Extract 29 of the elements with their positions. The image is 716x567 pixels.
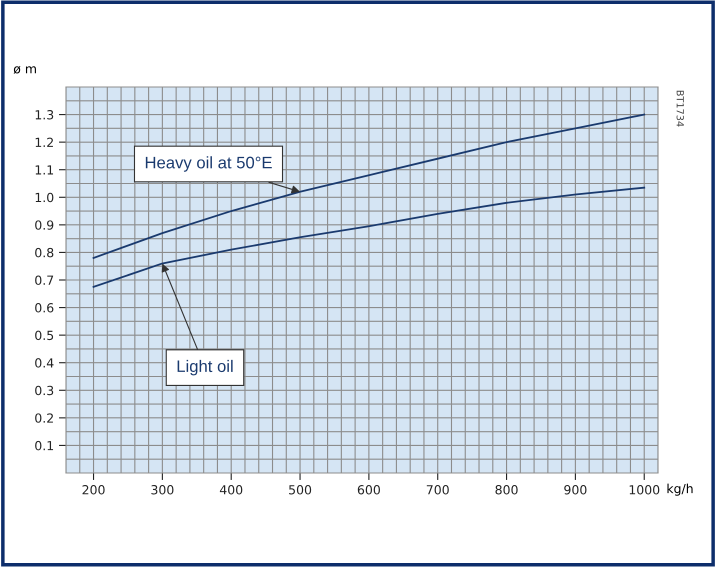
x-tick-label: 300 (151, 485, 174, 494)
y-tick-label: 0.6 (35, 303, 54, 312)
x-tick-label: 900 (564, 485, 586, 494)
line-series (92, 114, 646, 259)
y-tick-label: 0.3 (35, 386, 54, 396)
y-tick-label: 1.1 (36, 165, 54, 174)
y-tick-label: 0.4 (35, 358, 54, 368)
x-axis-title: kg/h (667, 484, 693, 496)
x-tick-label: 1000 (630, 485, 660, 494)
y-tick-label: 0.9 (35, 220, 54, 230)
x-tick-label: 600 (358, 485, 380, 494)
x-tick-label: 200 (82, 485, 105, 494)
line-series (92, 186, 646, 288)
y-tick-label: 0.8 (35, 248, 54, 258)
x-tick-label: 500 (289, 485, 312, 494)
text: BT1734 (676, 90, 684, 127)
y-tick-label: 1.3 (36, 110, 54, 120)
x-tick-label: 800 (495, 485, 518, 494)
y-tick-label: 0.1 (35, 440, 54, 450)
series-label: Heavy oil at 50°E (146, 156, 272, 172)
y-tick-label: 0.7 (35, 275, 54, 285)
y-tick-label: 1.2 (36, 138, 53, 147)
y-tick-label: 1.0 (36, 192, 54, 202)
x-tick-label: 400 (220, 485, 242, 494)
x-tick-label: 700 (426, 485, 449, 494)
y-axis-title: ø m (14, 66, 36, 74)
y-tick-label: 0.5 (35, 330, 54, 340)
y-tick-label: 0.2 (35, 413, 53, 423)
text: Light oil (178, 360, 233, 376)
